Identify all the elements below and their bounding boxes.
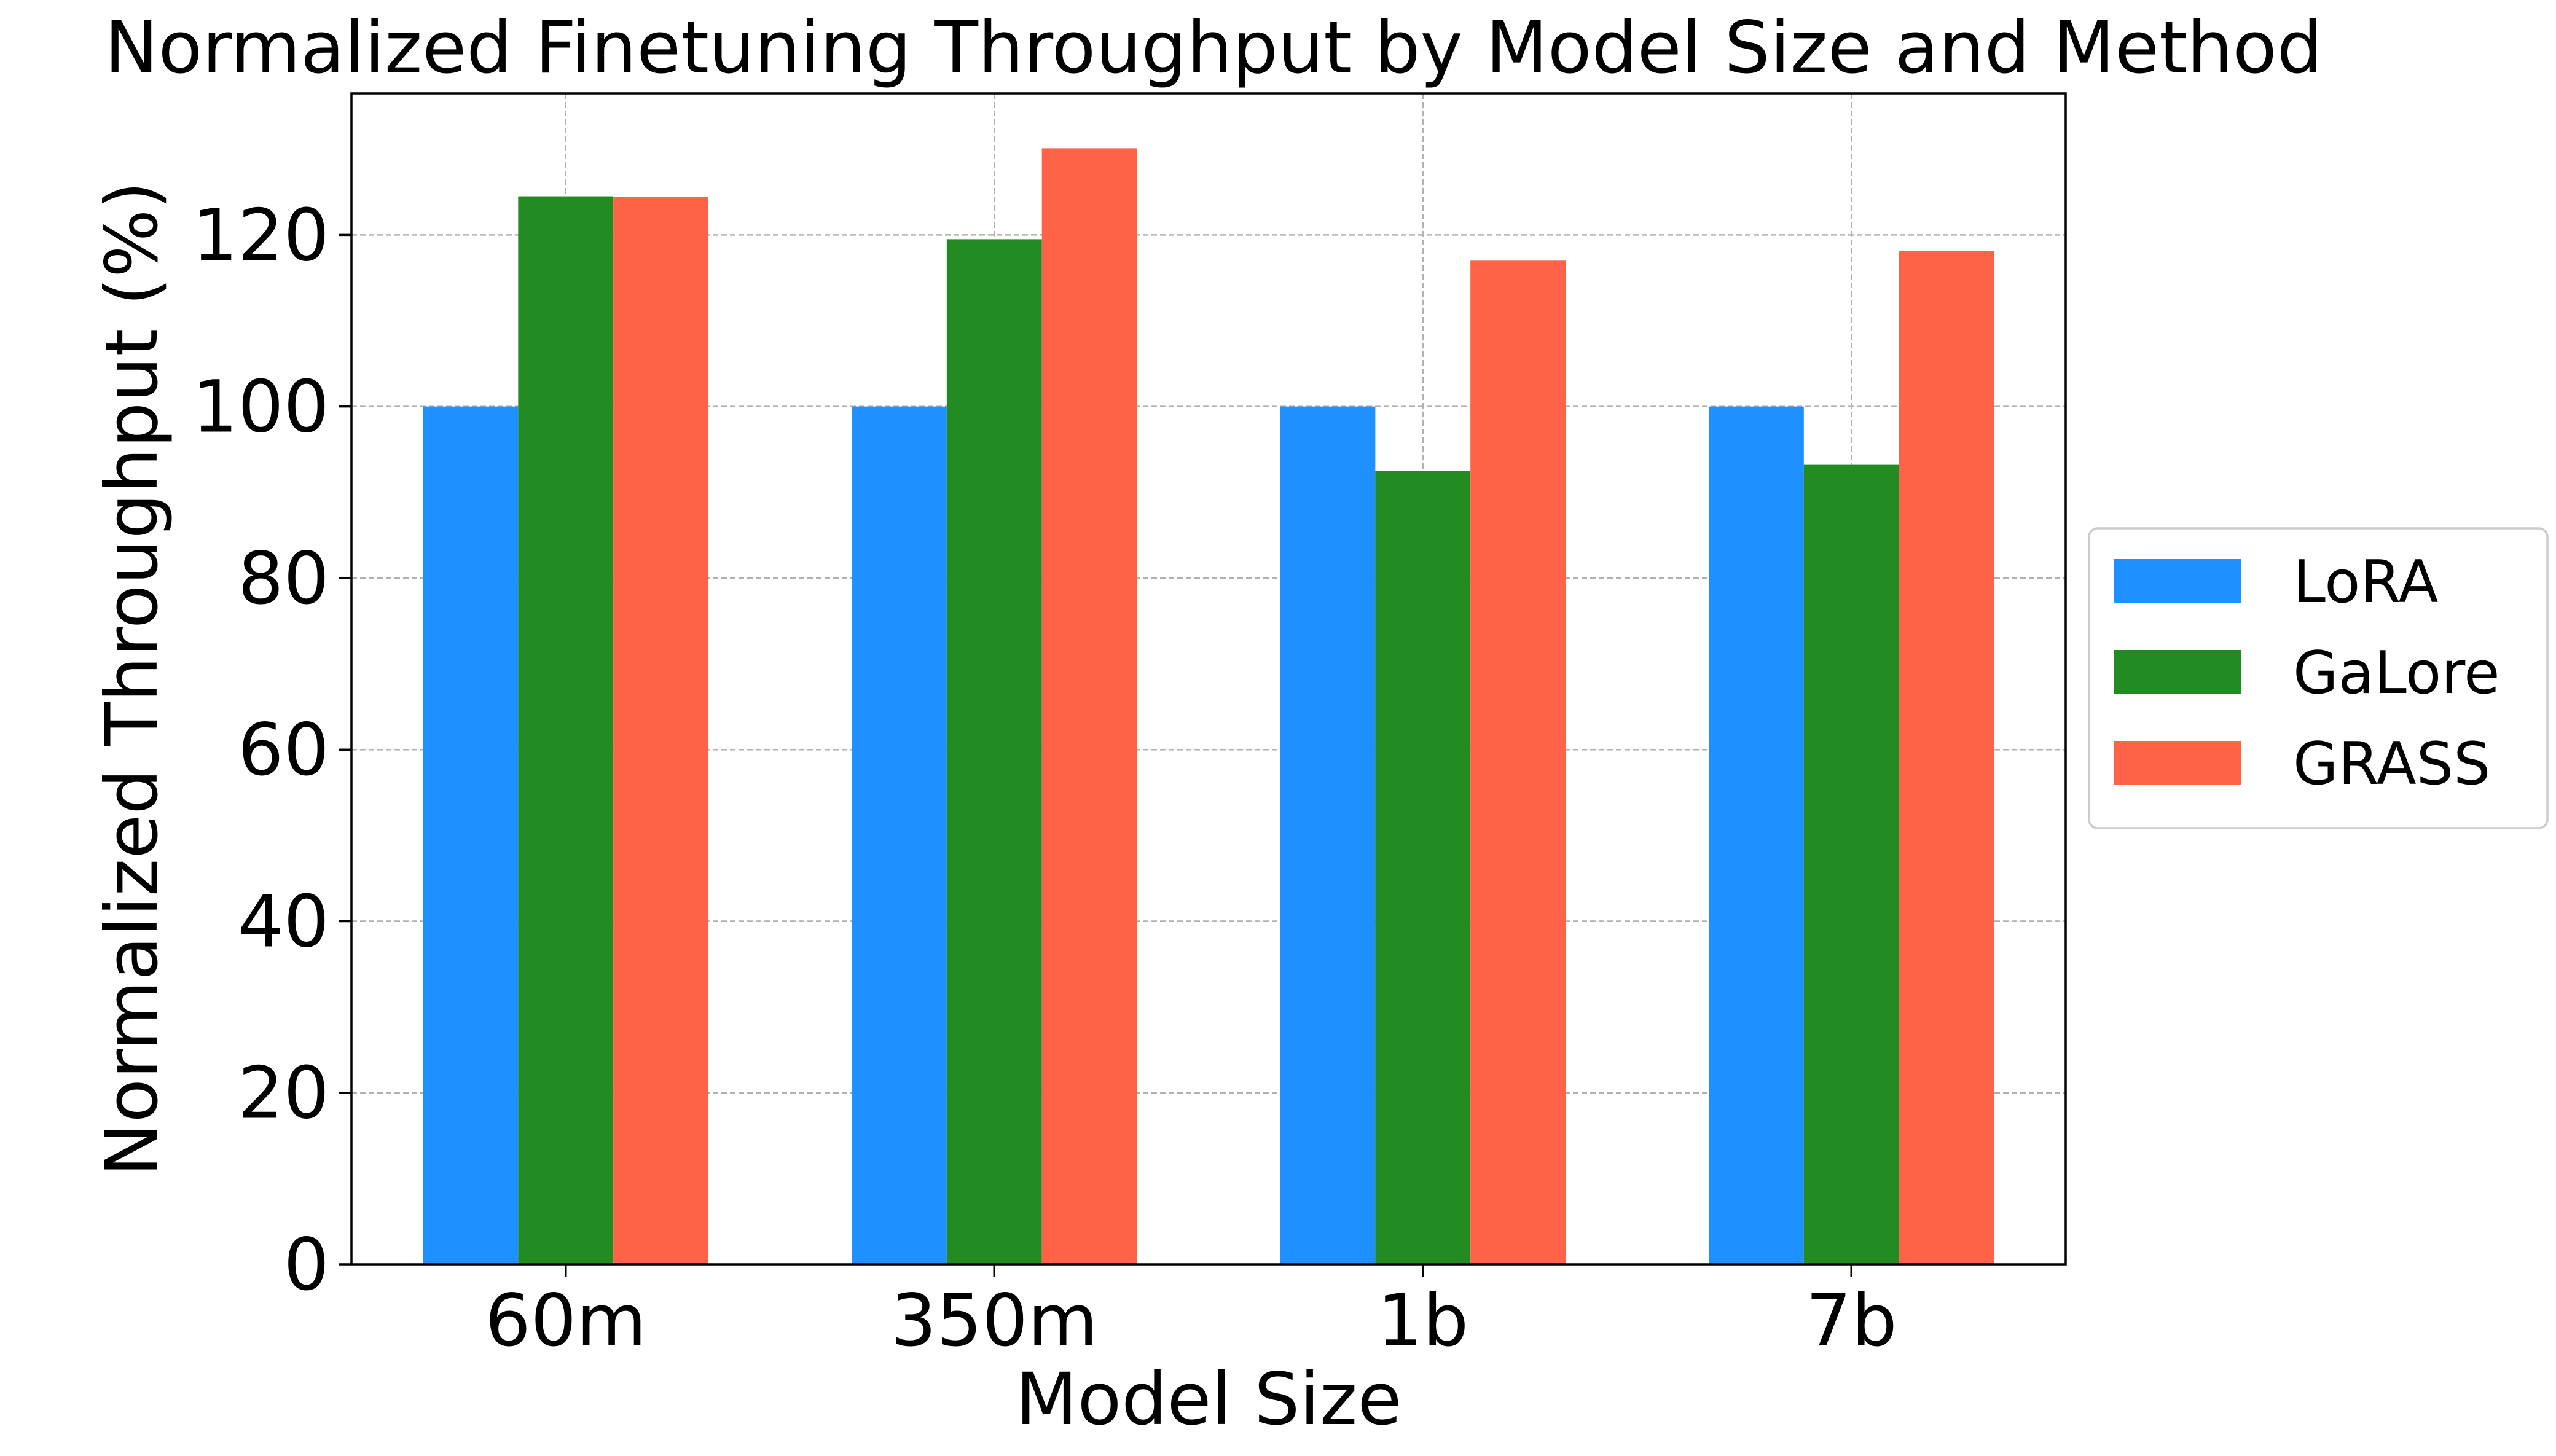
bar-lora-7b <box>1708 406 1804 1264</box>
legend-swatch-grass <box>2114 741 2241 785</box>
x-axis-label: Model Size <box>1016 1357 1402 1441</box>
y-tick-label: 0 <box>284 1223 329 1307</box>
chart-title: Normalized Finetuning Throughput by Mode… <box>104 6 2323 90</box>
bar-grass-1b <box>1470 260 1566 1265</box>
bar-grass-60m <box>613 197 709 1264</box>
y-axis-label: Normalized Throughput (%) <box>90 181 174 1176</box>
y-tick-label: 80 <box>238 536 329 620</box>
plot-frame <box>350 92 2067 1266</box>
legend: LoRA GaLore GRASS <box>2088 527 2549 829</box>
bar-lora-60m <box>423 406 519 1264</box>
legend-label-galore: GaLore <box>2293 640 2500 707</box>
legend-label-lora: LoRA <box>2293 549 2439 616</box>
bar-lora-350m <box>851 406 947 1264</box>
bars <box>423 148 1994 1265</box>
bar-galore-60m <box>518 196 614 1264</box>
bar-galore-7b <box>1803 464 1899 1264</box>
legend-swatch-galore <box>2114 650 2241 694</box>
bar-grass-7b <box>1899 251 1994 1264</box>
bar-galore-1b <box>1375 471 1471 1264</box>
y-tick-label: 100 <box>192 365 329 449</box>
legend-items: LoRA GaLore GRASS <box>2114 549 2500 798</box>
y-tick-label: 40 <box>238 879 329 963</box>
bar-galore-350m <box>946 239 1042 1264</box>
x-axis-ticks: 60m 350m 1b 7b <box>485 1264 1897 1363</box>
x-tick-label: 350m <box>891 1278 1098 1363</box>
bar-grass-350m <box>1041 148 1137 1264</box>
legend-swatch-lora <box>2114 559 2241 603</box>
legend-label-grass: GRASS <box>2293 730 2490 798</box>
x-tick-label: 1b <box>1377 1278 1468 1363</box>
y-axis-ticks: 0 20 40 60 80 100 120 <box>192 193 351 1307</box>
bar-lora-1b <box>1280 406 1376 1264</box>
x-tick-label: 7b <box>1806 1278 1897 1363</box>
y-tick-label: 60 <box>238 708 329 792</box>
x-tick-label: 60m <box>485 1278 646 1363</box>
y-tick-label: 120 <box>192 193 329 277</box>
y-tick-label: 20 <box>238 1051 329 1135</box>
